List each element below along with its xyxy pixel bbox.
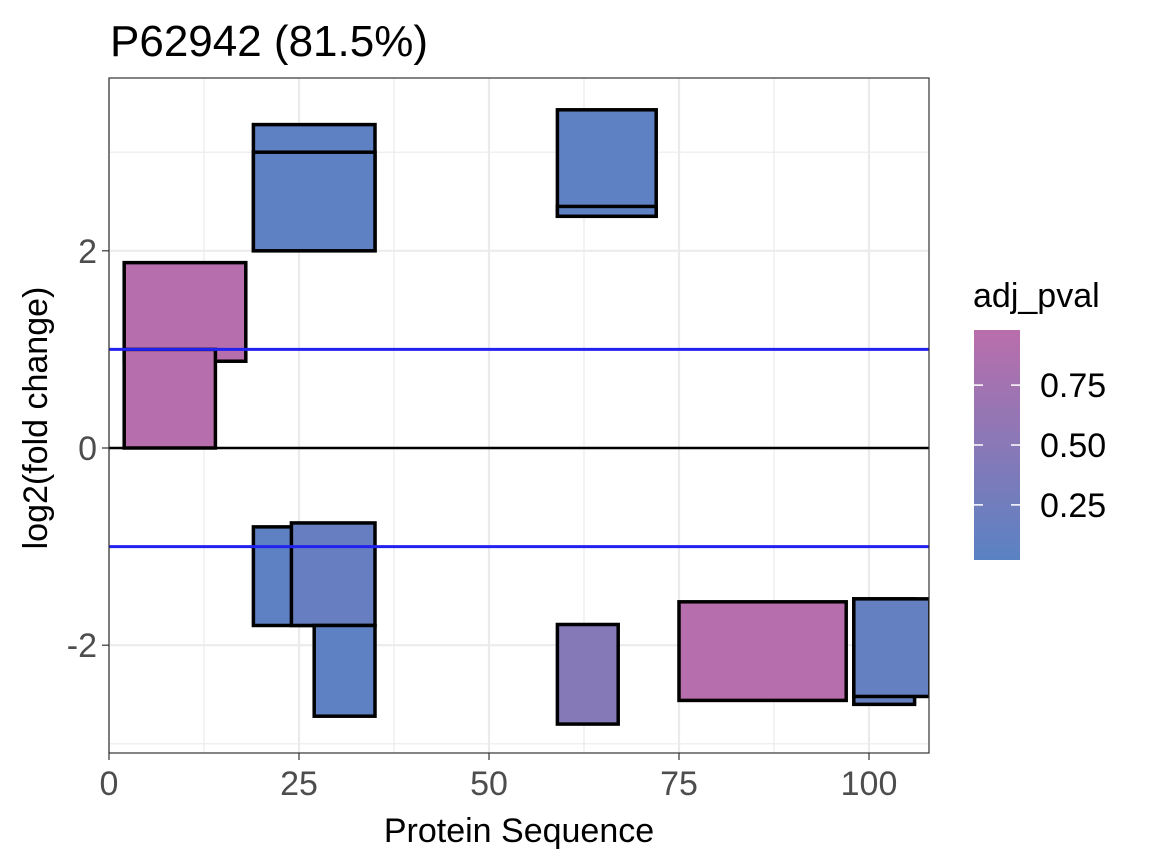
- plot-panel: [107, 77, 930, 754]
- y-axis: -2 0 2: [67, 233, 109, 665]
- y-tick-label: 0: [78, 430, 97, 468]
- peptide-rect: [677, 600, 848, 703]
- legend: adj_pval 0.25 0.50 0.75: [973, 277, 1106, 560]
- peptide-rect: [122, 347, 218, 450]
- peptide-rect: [122, 260, 248, 363]
- legend-tick-label: 0.25: [1040, 487, 1106, 525]
- peptide-rect: [289, 521, 377, 628]
- peptide-rects: [122, 108, 929, 726]
- peptide-rect: [251, 150, 377, 253]
- x-tick-label: 25: [280, 765, 318, 803]
- legend-tick-label: 0.50: [1040, 427, 1106, 465]
- peptide-rect: [555, 108, 658, 219]
- chart-title: P62942 (81.5%): [110, 17, 428, 66]
- x-tick-label: 0: [100, 765, 119, 803]
- y-tick-label: -2: [67, 627, 97, 665]
- peptide-rect: [555, 622, 620, 726]
- x-axis-title: Protein Sequence: [384, 812, 654, 850]
- y-tick-label: 2: [78, 233, 97, 271]
- x-axis: 0 25 50 75 100: [100, 753, 898, 803]
- x-tick-label: 75: [660, 765, 698, 803]
- y-axis-title: log2(fold change): [17, 287, 55, 550]
- peptide-rect: [312, 623, 377, 718]
- legend-tick-label: 0.75: [1040, 367, 1106, 405]
- legend-title: adj_pval: [973, 277, 1100, 315]
- peptide-rect: [555, 204, 658, 219]
- peptide-rect: [852, 597, 929, 699]
- x-tick-label: 50: [470, 765, 508, 803]
- x-tick-label: 100: [841, 765, 898, 803]
- panel-border: [108, 77, 930, 754]
